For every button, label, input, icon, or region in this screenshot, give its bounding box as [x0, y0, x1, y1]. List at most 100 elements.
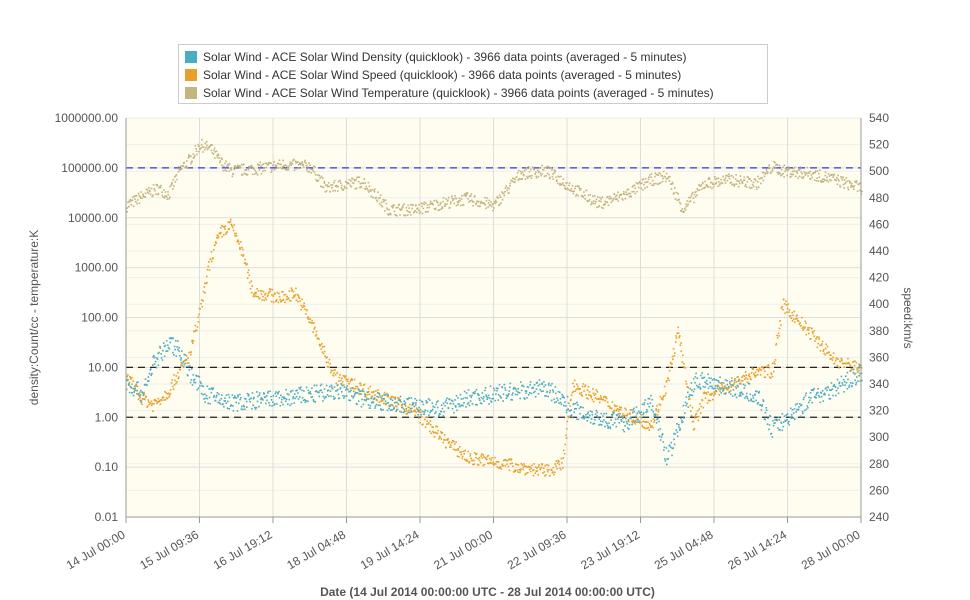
- data-point-density: [629, 417, 631, 420]
- data-point-temperature: [740, 179, 742, 181]
- data-point-density: [611, 414, 614, 416]
- data-point-density: [147, 376, 150, 378]
- data-point-density: [598, 418, 601, 420]
- data-point-density: [285, 398, 288, 401]
- data-point-temperature: [715, 181, 718, 184]
- data-point-density: [721, 382, 723, 384]
- data-point-density: [486, 398, 488, 400]
- data-point-temperature: [192, 153, 195, 155]
- data-point-temperature: [553, 169, 556, 171]
- data-point-temperature: [521, 171, 524, 173]
- data-point-temperature: [756, 188, 758, 190]
- data-point-temperature: [214, 151, 217, 153]
- data-point-temperature: [738, 180, 740, 183]
- data-point-speed: [426, 423, 428, 425]
- data-point-speed: [404, 405, 407, 407]
- data-point-temperature: [571, 184, 574, 187]
- data-point-temperature: [152, 194, 154, 196]
- data-point-speed: [560, 457, 563, 460]
- data-point-density: [501, 386, 504, 389]
- data-point-speed: [755, 374, 757, 377]
- data-point-density: [425, 400, 427, 402]
- data-point-density: [849, 370, 851, 372]
- data-point-speed: [264, 292, 267, 295]
- data-point-density: [673, 443, 676, 446]
- data-point-speed: [461, 457, 463, 460]
- data-point-temperature: [650, 173, 653, 175]
- data-point-density: [386, 409, 389, 412]
- data-point-speed: [602, 399, 605, 401]
- legend-item-density[interactable]: Solar Wind - ACE Solar Wind Density (qui…: [185, 48, 687, 66]
- data-point-temperature: [472, 201, 475, 203]
- data-point-speed: [716, 384, 719, 387]
- data-point-temperature: [288, 165, 290, 167]
- data-point-speed: [260, 290, 263, 292]
- data-point-speed: [786, 307, 789, 310]
- data-point-temperature: [450, 201, 452, 203]
- data-point-temperature: [551, 169, 553, 171]
- data-point-temperature: [853, 185, 856, 187]
- data-point-temperature: [348, 178, 351, 181]
- legend-item-speed[interactable]: Solar Wind - ACE Solar Wind Speed (quick…: [185, 66, 681, 84]
- data-point-temperature: [499, 203, 501, 206]
- data-point-temperature: [688, 200, 691, 203]
- data-point-density: [373, 397, 376, 400]
- data-point-density: [814, 395, 816, 398]
- data-point-density: [322, 395, 325, 398]
- x-tick-label: 23 Jul 19:12: [578, 527, 642, 572]
- data-point-temperature: [728, 173, 730, 175]
- data-point-temperature: [289, 163, 291, 165]
- data-point-speed: [374, 394, 376, 396]
- data-point-temperature: [545, 166, 548, 168]
- data-point-speed: [319, 345, 321, 347]
- data-point-density: [141, 392, 144, 394]
- data-point-speed: [255, 295, 258, 298]
- data-point-temperature: [819, 169, 821, 171]
- data-point-temperature: [626, 188, 629, 191]
- data-point-density: [185, 358, 188, 361]
- data-point-temperature: [435, 199, 438, 202]
- data-point-temperature: [605, 201, 608, 204]
- data-point-speed: [301, 298, 303, 301]
- data-point-density: [620, 420, 623, 423]
- data-point-speed: [140, 400, 143, 402]
- data-point-temperature: [441, 206, 443, 208]
- data-point-temperature: [319, 185, 322, 188]
- data-point-temperature: [719, 182, 721, 185]
- data-point-temperature: [290, 164, 293, 167]
- data-point-speed: [373, 390, 375, 393]
- data-point-density: [166, 350, 169, 352]
- data-point-density: [521, 384, 524, 387]
- data-point-speed: [269, 290, 271, 293]
- legend-item-temperature[interactable]: Solar Wind - ACE Solar Wind Temperature …: [185, 84, 714, 102]
- data-point-density: [724, 379, 727, 381]
- data-point-density: [687, 406, 689, 408]
- data-point-speed: [801, 316, 803, 319]
- y-right-axis-title: speed:km/s: [901, 287, 915, 348]
- data-point-speed: [289, 300, 292, 302]
- data-point-speed: [768, 376, 771, 378]
- data-point-temperature: [195, 150, 198, 153]
- data-point-temperature: [384, 210, 386, 212]
- data-point-density: [313, 384, 316, 387]
- data-point-density: [135, 383, 137, 386]
- data-point-density: [310, 396, 313, 399]
- data-point-temperature: [655, 182, 657, 185]
- data-point-temperature: [401, 206, 404, 208]
- data-point-temperature: [197, 143, 199, 146]
- data-point-speed: [364, 395, 366, 398]
- data-point-speed: [136, 385, 139, 388]
- data-point-density: [673, 438, 675, 441]
- data-point-density: [505, 397, 508, 400]
- data-point-temperature: [174, 181, 177, 183]
- data-point-speed: [470, 457, 472, 460]
- data-point-density: [178, 350, 181, 352]
- data-point-speed: [490, 459, 492, 461]
- data-point-density: [798, 406, 800, 408]
- data-point-temperature: [847, 188, 850, 191]
- data-point-density: [339, 387, 342, 389]
- data-point-density: [678, 424, 680, 426]
- data-point-speed: [510, 458, 513, 460]
- data-point-temperature: [279, 166, 281, 169]
- data-point-temperature: [366, 187, 368, 190]
